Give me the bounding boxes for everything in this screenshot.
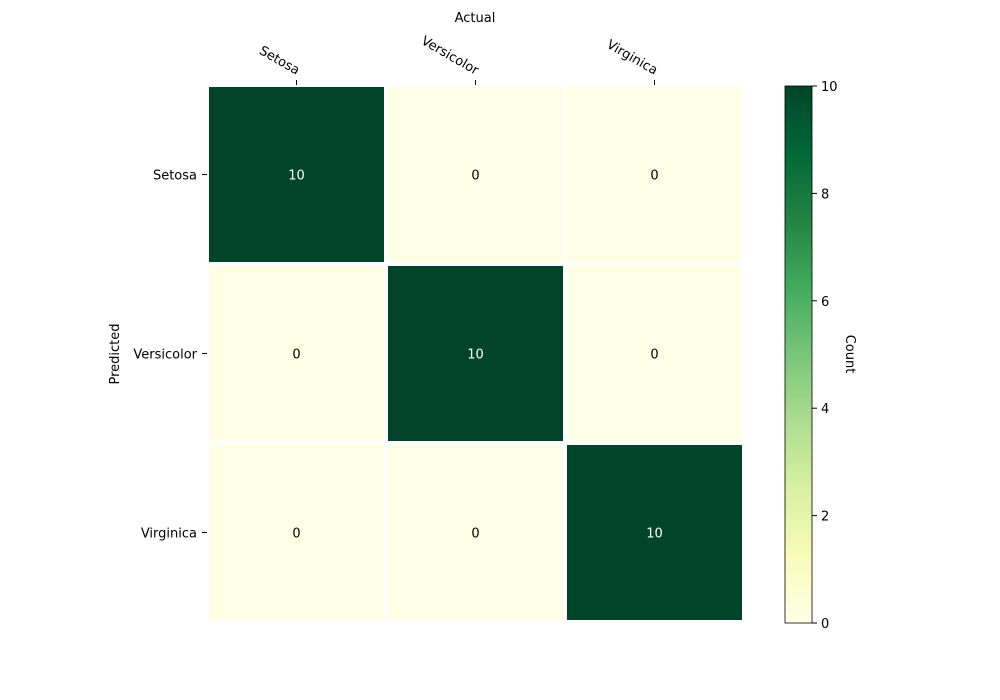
x-tick-label: Versicolor <box>418 34 481 79</box>
y-axis-title: Predicted <box>108 323 123 384</box>
heatmap-cell <box>563 441 746 624</box>
heatmap-cell <box>205 441 388 624</box>
cell-value-label: 0 <box>292 527 300 542</box>
heatmap-cell <box>205 83 388 266</box>
x-axis-ticks: Setosa Versicolor Virginica <box>256 34 660 85</box>
cell-value-label: 0 <box>471 169 479 184</box>
y-axis-ticks: Setosa Versicolor Virginica <box>133 169 207 542</box>
cell-value-label: 0 <box>650 348 658 363</box>
x-tick-label: Virginica <box>604 37 660 78</box>
colorbar <box>784 85 813 624</box>
cell-value-label: 0 <box>471 527 479 542</box>
colorbar-tick-label: 4 <box>821 402 829 417</box>
cell-value-label: 0 <box>292 348 300 363</box>
colorbar-tick-label: 10 <box>821 80 838 95</box>
colorbar-tick-label: 6 <box>821 295 829 310</box>
heatmap-cells: 10 0 0 0 10 0 0 0 10 <box>205 83 746 624</box>
colorbar-label: Count <box>842 335 857 374</box>
cell-value-label: 0 <box>650 169 658 184</box>
cell-value-label: 10 <box>467 348 484 363</box>
colorbar-tick-label: 0 <box>821 617 829 632</box>
heatmap-cell <box>384 83 567 266</box>
colorbar-ticks: 0 2 4 6 8 10 <box>812 80 838 632</box>
cell-value-label: 10 <box>646 527 663 542</box>
heatmap-cell <box>563 262 746 445</box>
x-tick-label: Setosa <box>256 43 302 78</box>
colorbar-tick-label: 2 <box>821 510 829 525</box>
cell-value-label: 10 <box>288 169 305 184</box>
heatmap-cell <box>384 441 567 624</box>
colorbar-tick-label: 8 <box>821 187 829 202</box>
y-tick-label: Versicolor <box>133 348 197 363</box>
y-tick-label: Virginica <box>141 527 197 542</box>
x-axis-title: Actual <box>455 11 496 26</box>
y-tick-label: Setosa <box>153 169 197 184</box>
